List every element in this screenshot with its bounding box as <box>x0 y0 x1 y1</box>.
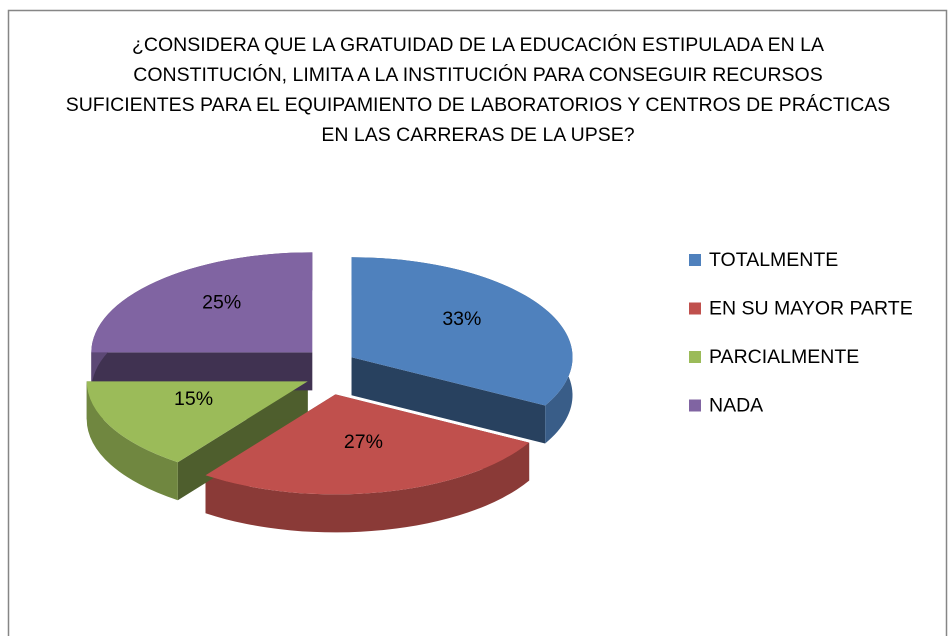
legend-swatch <box>689 399 701 412</box>
slice-side <box>91 352 313 391</box>
data-label: 27% <box>344 431 383 453</box>
legend-swatch <box>689 302 701 315</box>
pie-slice <box>86 381 308 463</box>
chart-title: ¿CONSIDERA QUE LA GRATUIDAD DE LA EDUCAC… <box>65 34 891 146</box>
slice-side <box>86 381 178 501</box>
pie-slice <box>351 257 573 406</box>
legend-swatch <box>689 351 701 363</box>
data-label: 25% <box>202 291 241 313</box>
pie-slice <box>205 394 530 495</box>
slice-side <box>205 442 530 533</box>
slice-side <box>351 357 546 444</box>
data-label: 33% <box>442 308 481 330</box>
legend-label: TOTALMENTE <box>709 249 838 271</box>
legend-label: PARCIALMENTE <box>709 346 859 368</box>
legend-label: NADA <box>709 395 763 417</box>
data-label: 15% <box>174 388 213 410</box>
legend-swatch <box>689 254 701 266</box>
pie-slice <box>91 252 313 353</box>
chart-border <box>7 9 948 636</box>
legend-label: EN SU MAYOR PARTE <box>709 298 913 320</box>
